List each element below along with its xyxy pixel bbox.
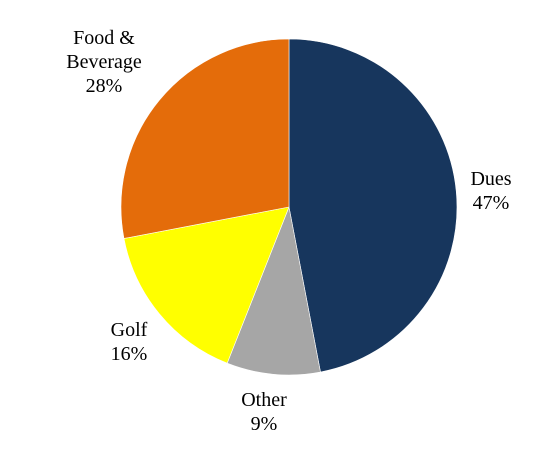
slice-label-dues: Dues 47% bbox=[470, 168, 511, 214]
slice-label-line: Dues bbox=[470, 168, 511, 190]
pie-slices bbox=[120, 38, 458, 376]
slice-label-line: 16% bbox=[111, 343, 148, 365]
pie-slice-golf bbox=[123, 206, 290, 364]
slice-label-food-beverage: Food & Beverage 28% bbox=[66, 27, 142, 97]
slice-label-line: 28% bbox=[86, 75, 123, 97]
slice-label-line: Beverage bbox=[66, 51, 142, 73]
pie-slice-other bbox=[226, 205, 321, 376]
slice-label-line: Food & bbox=[73, 27, 135, 49]
slice-label-line: Other bbox=[241, 389, 287, 411]
slice-label-other: Other 9% bbox=[241, 389, 287, 435]
slice-label-line: Golf bbox=[111, 319, 148, 341]
slice-label-golf: Golf 16% bbox=[111, 319, 148, 365]
slice-label-line: 47% bbox=[473, 192, 510, 214]
slice-label-line: 9% bbox=[251, 413, 278, 435]
pie-slice-dues bbox=[288, 38, 458, 373]
pie-slice-food-beverage bbox=[120, 38, 290, 239]
pie-labels: Dues 47% Other 9% Golf 16% Food & Beverage 28% bbox=[66, 27, 512, 435]
